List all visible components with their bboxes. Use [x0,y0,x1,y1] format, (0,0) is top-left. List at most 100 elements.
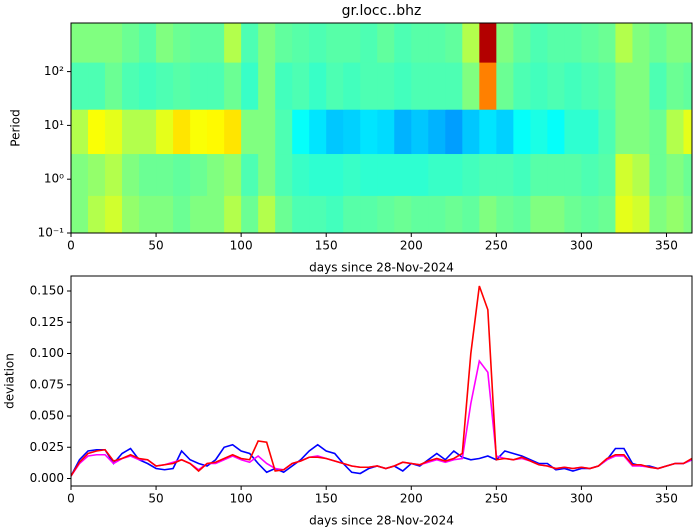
heat-cell [258,153,276,196]
heat-cell [309,153,327,196]
heat-cell [309,23,327,63]
heat-cell [479,195,497,234]
heat-cell [445,62,463,110]
x-tick-label: 200 [400,492,423,506]
heat-cell [377,195,395,234]
heat-cell [224,62,242,110]
heat-cell [683,195,693,234]
heat-cell [428,109,446,155]
heat-cell [564,62,582,110]
heat-cell [292,195,310,234]
heat-cell [207,195,225,234]
heat-cell [139,23,157,63]
heat-cell [190,62,208,110]
y-tick-label: 0.100 [30,346,64,360]
heat-cell [173,62,191,110]
heat-cell [496,109,514,155]
heat-cell [241,23,259,63]
heat-cell [122,23,140,63]
heat-cell [88,195,106,234]
heat-cell [275,195,293,234]
y-axis-label: Period [9,109,23,146]
heat-cell [122,195,140,234]
heat-cell [666,195,684,234]
heat-cell [598,109,616,155]
heat-cell [326,23,344,63]
heat-cell [156,23,174,63]
heat-cell [207,62,225,110]
heat-cell [632,62,650,110]
y-tick-label: 10¹ [44,118,64,132]
heat-cell [649,23,667,63]
x-tick-label: 0 [67,492,75,506]
heat-cell [649,109,667,155]
heat-cell [428,62,446,110]
heat-cell [105,23,123,63]
heat-cell [394,23,412,63]
heat-cell [564,153,582,196]
heat-cell [207,23,225,63]
heat-cell [649,153,667,196]
chart-title: gr.locc..bhz [342,3,422,19]
heat-cell [190,153,208,196]
heat-cell [666,109,684,155]
heat-cell [530,62,548,110]
heat-cell [139,153,157,196]
heat-cell [173,109,191,155]
heat-cell [309,109,327,155]
heat-cell [156,109,174,155]
heat-cell [292,23,310,63]
x-tick-label: 350 [655,239,678,253]
heat-cell [309,62,327,110]
heat-cell [547,109,565,155]
heat-cell [105,153,123,196]
heat-cell [666,62,684,110]
heat-cell [207,109,225,155]
heat-cell [445,195,463,234]
heat-cell [462,195,480,234]
heat-cell [122,109,140,155]
heat-cell [649,62,667,110]
y-tick-label: 10² [44,64,64,78]
heat-cell [190,23,208,63]
y-tick-label: 0.075 [30,377,64,391]
heat-cell [156,62,174,110]
heat-cell [224,195,242,234]
heat-cell [360,195,378,234]
y-tick-label: 10⁰ [44,172,64,186]
heat-cell [479,62,497,110]
heat-cell [156,195,174,234]
heat-cell [632,23,650,63]
heat-cell [496,195,514,234]
heat-cell [326,62,344,110]
y-tick-label: 10⁻¹ [38,226,65,240]
heat-cell [377,23,395,63]
x-tick-label: 50 [148,492,163,506]
heat-cell [224,153,242,196]
heat-cell [326,109,344,155]
heat-cell [139,195,157,234]
heat-cell [649,195,667,234]
heat-cell [360,109,378,155]
heat-cell [530,195,548,234]
heat-cell [275,23,293,63]
heat-cell [122,62,140,110]
heat-cell [139,62,157,110]
heat-cell [581,62,599,110]
heat-cell [479,153,497,196]
heat-cell [224,23,242,63]
heat-cell [258,195,276,234]
heat-cell [190,195,208,234]
heat-cell [598,153,616,196]
heat-cell [292,153,310,196]
heat-cell [530,153,548,196]
heat-cell [88,153,106,196]
heat-cell [343,109,361,155]
heat-cell [581,153,599,196]
heat-cell [343,23,361,63]
heat-cell [564,23,582,63]
heat-cell [632,195,650,234]
heat-cell [547,195,565,234]
heat-cell [309,195,327,234]
axes-frame [70,22,693,234]
